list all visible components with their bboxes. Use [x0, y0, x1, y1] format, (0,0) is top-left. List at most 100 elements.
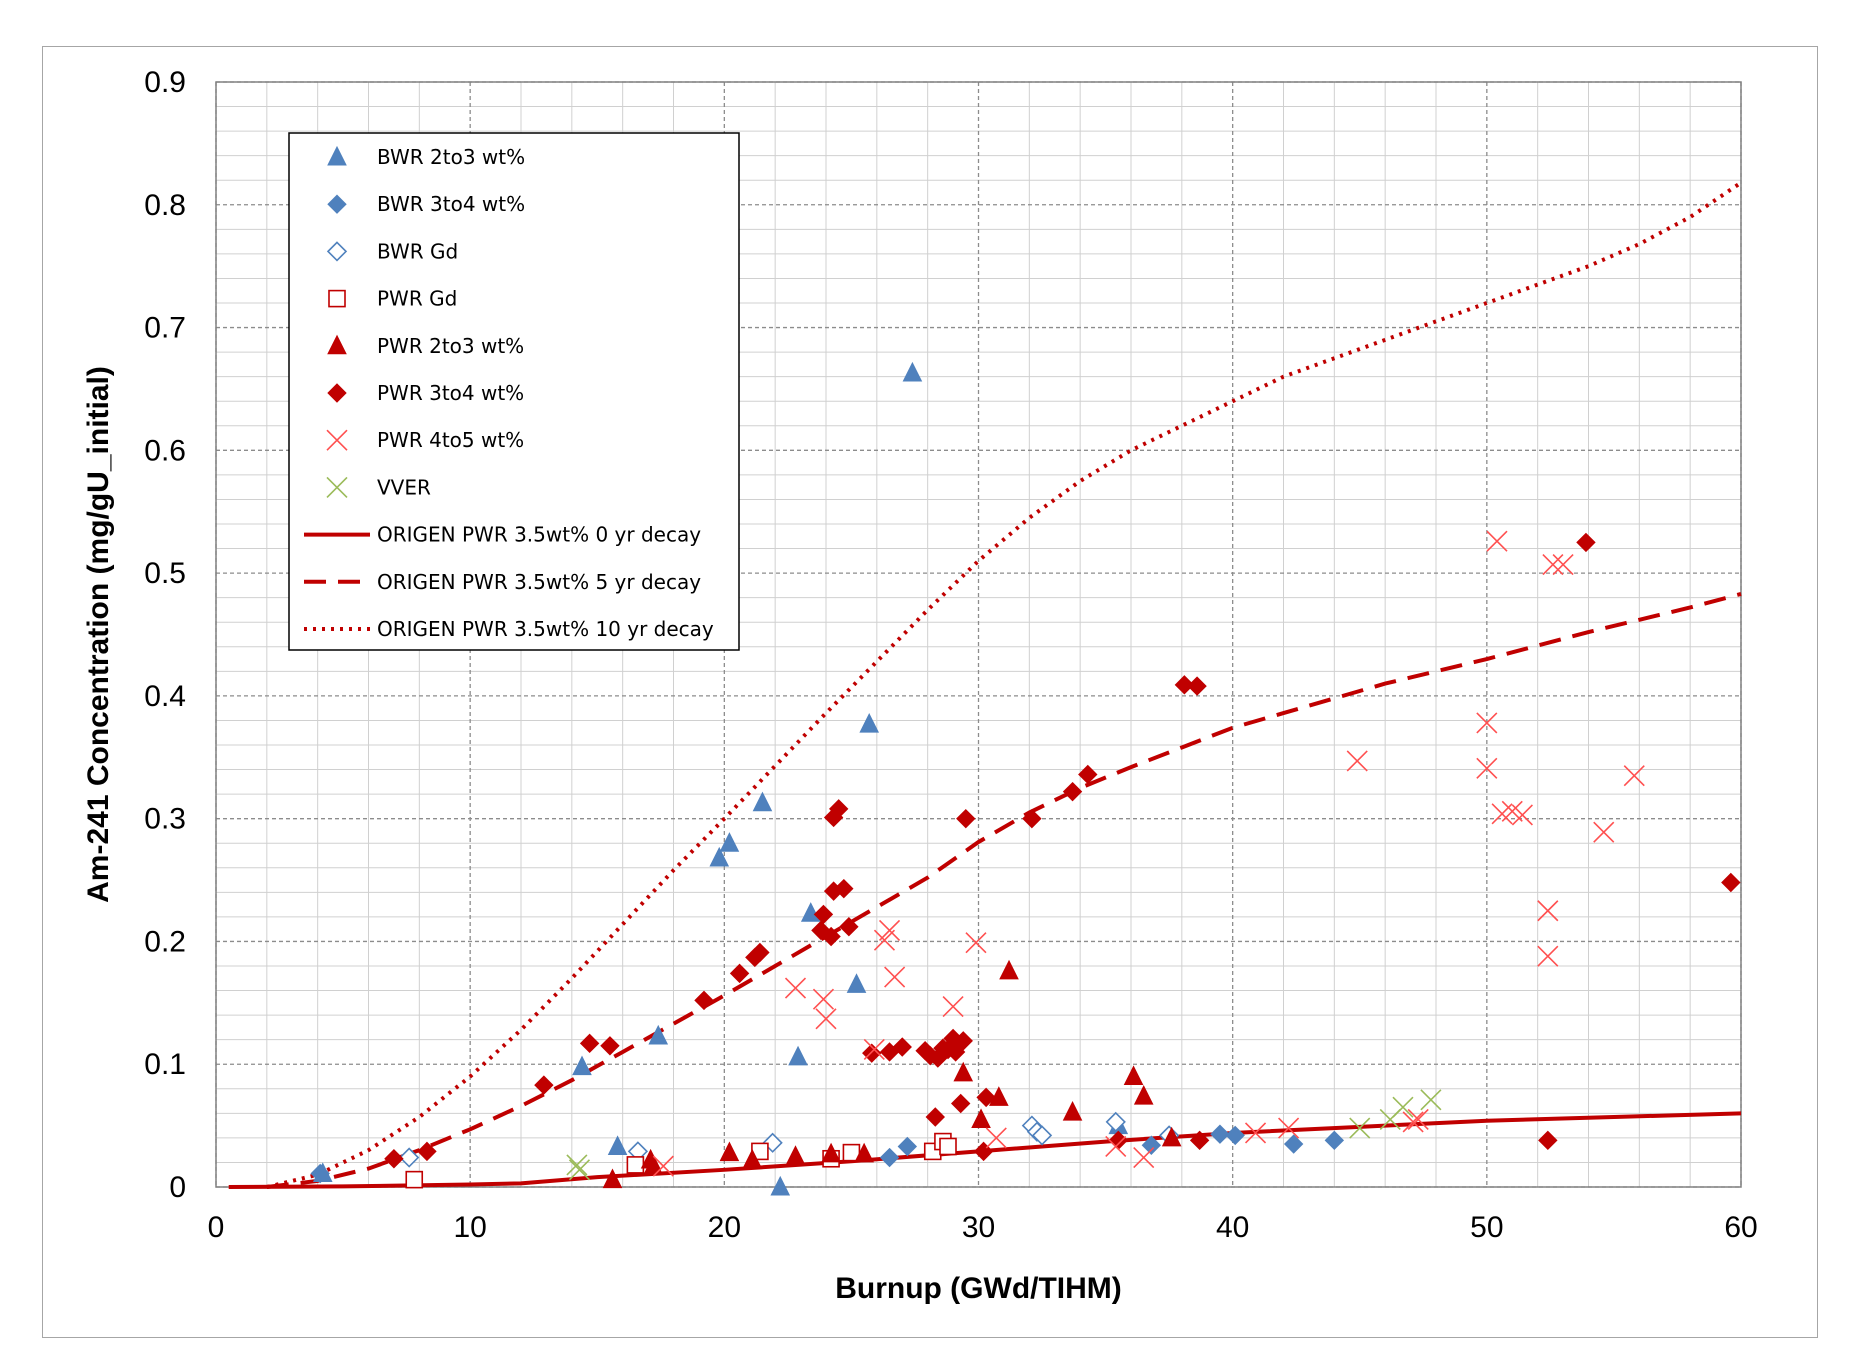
legend-label: BWR Gd — [377, 239, 458, 263]
data-point-series-0 — [800, 902, 821, 922]
data-point-series-0 — [788, 1045, 808, 1066]
legend-entry: VVER — [326, 475, 431, 499]
data-point-series-4 — [953, 1061, 974, 1082]
data-point-series-1 — [1225, 1125, 1245, 1146]
legend-entry: BWR Gd — [326, 239, 458, 263]
data-point-series-4 — [1133, 1085, 1154, 1105]
data-point-series-2 — [399, 1147, 420, 1168]
y-tick-label: 0.2 — [144, 925, 186, 958]
data-point-series-1 — [1141, 1135, 1162, 1155]
x-tick-label: 60 — [1724, 1211, 1757, 1244]
data-point-series-5 — [821, 926, 841, 947]
data-point-series-4 — [1123, 1065, 1144, 1085]
data-point-series-5 — [694, 990, 714, 1011]
data-point-series-5 — [1062, 781, 1083, 802]
data-point-series-1 — [310, 1163, 330, 1184]
data-point-series-4 — [1161, 1126, 1182, 1147]
data-point-series-5 — [834, 878, 854, 899]
legend-marker-swatch — [326, 241, 348, 262]
y-tick-label: 0.3 — [144, 803, 186, 836]
data-point-series-6 — [652, 1155, 674, 1177]
x-tick-label: 10 — [453, 1211, 486, 1244]
legend-entry: ORIGEN PWR 3.5wt% 10 yr decay — [304, 617, 714, 641]
data-point-series-6 — [1244, 1122, 1267, 1144]
x-tick-label: 40 — [1216, 1211, 1249, 1244]
y-tick-label: 0.8 — [144, 189, 186, 222]
data-point-series-5 — [534, 1075, 554, 1095]
data-point-series-4 — [742, 1148, 763, 1169]
tick-labels: 0 10 20 30 40 50 60 0 0.1 0.2 0.3 0.4 0.5 0.6 0.7 0.8 0.… — [144, 66, 1757, 1244]
data-point-series-5 — [417, 1141, 437, 1162]
data-point-series-6 — [1278, 1117, 1300, 1139]
data-point-series-1 — [897, 1136, 918, 1157]
data-point-series-6 — [1593, 821, 1615, 843]
data-point-series-5 — [1576, 532, 1596, 553]
data-point-series-7 — [1420, 1089, 1442, 1111]
data-point-series-0 — [719, 832, 740, 852]
data-point-series-6 — [784, 977, 807, 999]
data-point-series-1 — [879, 1147, 900, 1168]
legend-marker-swatch — [327, 383, 347, 403]
data-point-series-6 — [1537, 945, 1559, 967]
series-line-10 — [266, 181, 1743, 1189]
legend-label: PWR 3to4 wt% — [377, 381, 524, 405]
legend-entry: PWR Gd — [328, 287, 457, 311]
data-point-series-5 — [976, 1087, 996, 1108]
data-point-series-3 — [626, 1156, 645, 1174]
data-point-series-1 — [1210, 1124, 1230, 1144]
legend-label: PWR 4to5 wt% — [377, 428, 524, 452]
data-point-series-7 — [568, 1159, 591, 1181]
y-axis-title: Am-241 Concentration (mg/gU_initial) — [82, 366, 115, 903]
y-tick-label: 0.6 — [144, 434, 186, 467]
data-point-series-6 — [1476, 712, 1498, 734]
data-point-series-7 — [1349, 1117, 1371, 1139]
data-point-series-2 — [1105, 1111, 1126, 1133]
data-point-series-5 — [384, 1149, 404, 1169]
data-point-series-0 — [859, 713, 880, 733]
data-point-series-5 — [1189, 1130, 1210, 1151]
legend-entry: ORIGEN PWR 3.5wt% 0 yr decay — [304, 523, 701, 547]
x-axis-title: Burnup (GWd/TIHM) — [835, 1272, 1122, 1305]
data-point-series-6 — [1402, 1111, 1424, 1133]
data-point-series-6 — [985, 1127, 1007, 1149]
legend-label: PWR 2to3 wt% — [377, 334, 524, 358]
data-point-series-0 — [902, 361, 923, 382]
data-point-series-5 — [953, 1031, 973, 1051]
legend-entry: BWR 2to3 wt% — [327, 145, 525, 169]
data-point-series-6 — [815, 1008, 837, 1030]
data-point-series-1 — [1324, 1130, 1345, 1151]
legend-marker-swatch — [326, 476, 348, 498]
data-point-series-7 — [566, 1154, 588, 1176]
data-point-series-5 — [750, 942, 770, 963]
data-point-series-5 — [839, 917, 859, 937]
data-point-series-5 — [1721, 872, 1741, 893]
legend-label: VVER — [377, 475, 431, 499]
y-tick-label: 0.4 — [144, 680, 186, 713]
data-point-series-6 — [942, 995, 964, 1018]
x-tick-label: 0 — [208, 1211, 225, 1244]
data-point-series-6 — [1105, 1135, 1127, 1158]
data-point-series-6 — [1346, 750, 1368, 772]
y-tick-label: 0 — [169, 1171, 186, 1204]
legend-label: ORIGEN PWR 3.5wt% 0 yr decay — [377, 523, 701, 547]
legend-label: BWR 2to3 wt% — [377, 145, 525, 169]
data-point-series-4 — [1062, 1100, 1083, 1121]
data-point-series-5 — [951, 1093, 971, 1114]
data-point-series-6 — [1542, 553, 1564, 576]
data-point-series-6 — [1623, 765, 1645, 787]
legend: BWR 2to3 wt% BWR 3to4 wt% BWR Gd PWR Gd PWR … — [288, 132, 740, 651]
legend-marker-swatch — [327, 334, 347, 355]
data-point-series-6 — [1476, 757, 1498, 779]
data-point-series-5 — [1022, 808, 1042, 829]
data-point-series-5 — [813, 904, 834, 925]
data-point-series-6 — [878, 919, 901, 941]
data-point-series-5 — [862, 1043, 882, 1063]
data-point-series-5 — [1078, 764, 1098, 785]
legend-box — [288, 132, 740, 651]
legend-entry: ORIGEN PWR 3.5wt% 5 yr decay — [304, 570, 701, 594]
y-tick-label: 0.1 — [144, 1048, 186, 1081]
data-points — [310, 361, 1741, 1196]
data-point-series-0 — [709, 846, 730, 867]
data-point-series-0 — [648, 1024, 669, 1045]
